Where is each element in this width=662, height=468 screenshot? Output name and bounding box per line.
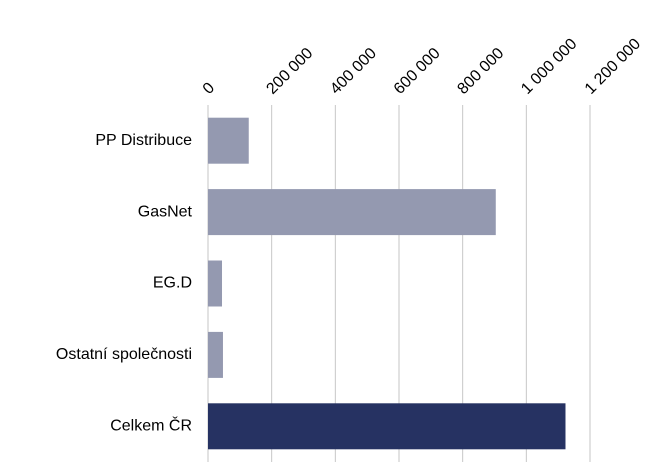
x-tick-label: 200 000 <box>263 45 316 98</box>
x-tick-label: 1 000 000 <box>518 35 580 97</box>
x-tick-label: 400 000 <box>327 45 380 98</box>
x-tick-label: 1 200 000 <box>582 35 644 97</box>
bar <box>208 331 223 378</box>
y-tick-label: Celkem ČR <box>110 416 192 435</box>
y-tick-label: PP Distribuce <box>95 132 192 149</box>
x-tick-label: 800 000 <box>454 45 507 98</box>
bar <box>208 117 249 164</box>
bar <box>208 260 223 307</box>
y-tick-label: GasNet <box>138 203 193 220</box>
x-tick-label: 0 <box>200 79 218 97</box>
y-tick-label: EG.D <box>153 275 192 292</box>
y-tick-label: Ostatní společnosti <box>56 346 192 363</box>
bar <box>208 189 496 236</box>
x-tick-label: 600 000 <box>391 45 444 98</box>
bar <box>208 403 566 450</box>
